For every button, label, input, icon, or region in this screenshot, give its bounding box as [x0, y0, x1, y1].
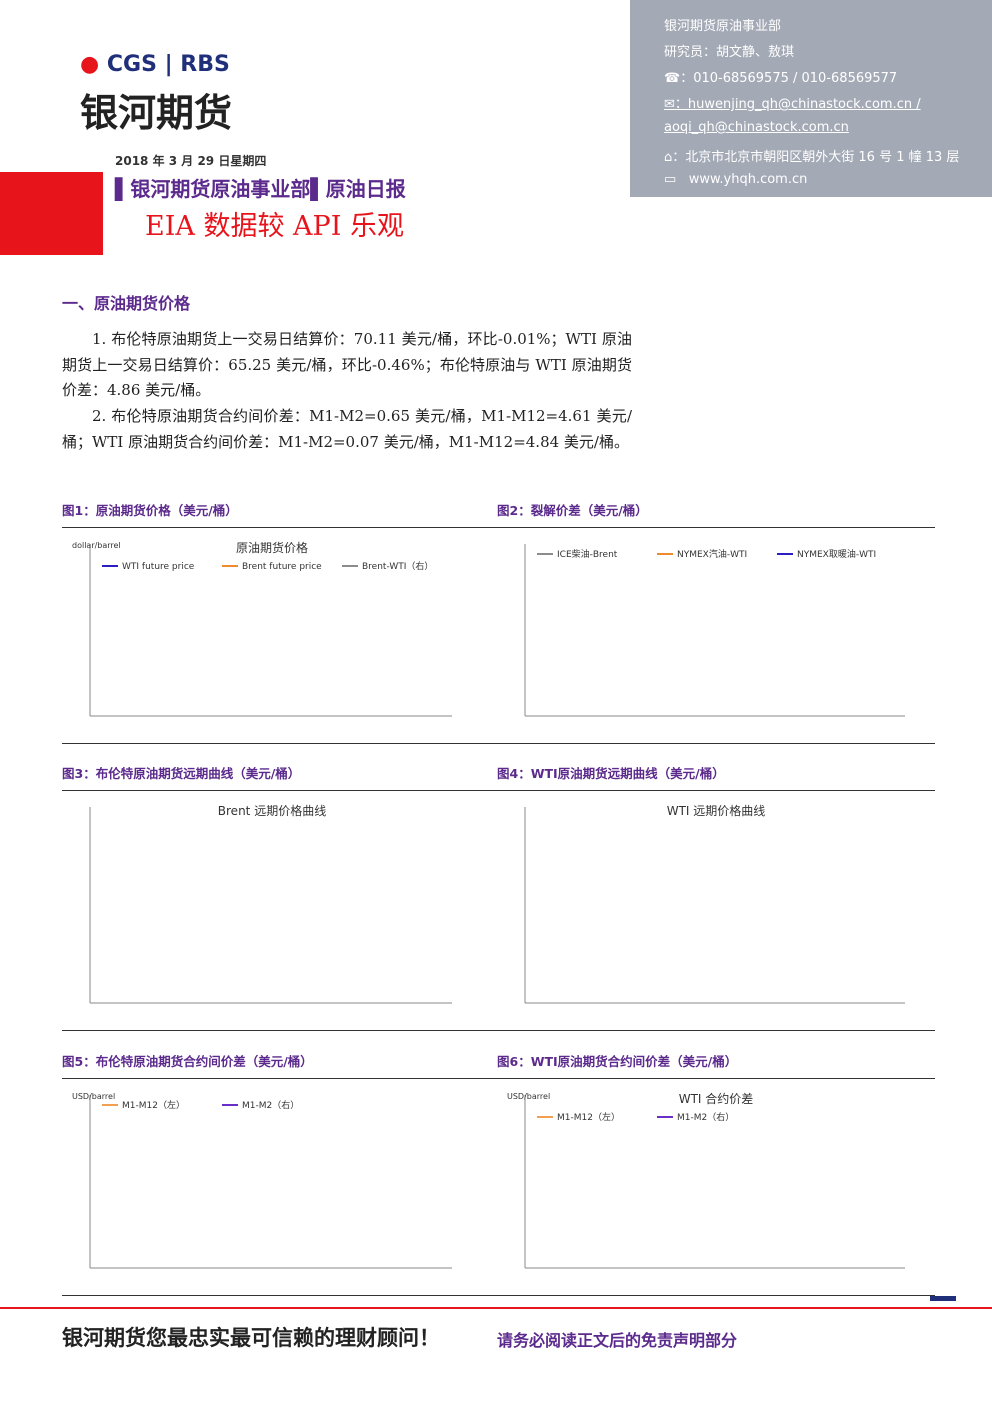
figure-caption: 图2：裂解价差（美元/桶）	[497, 503, 648, 518]
rule	[62, 527, 935, 528]
figure-caption: 图1：原油期货价格（美元/桶）	[62, 503, 238, 518]
disclaimer: 请务必阅读正文后的免责声明部分	[497, 1331, 738, 1350]
logo-partner: RBS	[180, 52, 230, 77]
contact: 银河期货原油事业部	[664, 19, 782, 34]
rule	[62, 1078, 935, 1079]
figure: ICE柴油-Brent NYMEX汽油-WTI NYMEX取暖油-WTI	[524, 544, 905, 717]
slogan: 银河期货您最忠实最可信赖的理财顾问！	[62, 1326, 440, 1350]
legend-label: WTI future price	[122, 562, 195, 572]
legend-label: M1-M12（左）	[122, 1099, 185, 1111]
contact: 研究员：胡文静、敖琪	[664, 45, 795, 60]
figure: 原油期货价格 dollar/barrel WTI future price Brent…	[72, 540, 452, 717]
legend-label: Brent-WTI（右）	[362, 560, 433, 572]
unit-label: USD/barrel	[72, 1092, 115, 1101]
figure-caption: 图4：WTI原油期货远期曲线（美元/桶）	[497, 766, 725, 781]
figure-caption: 图3：布伦特原油期货远期曲线（美元/桶）	[62, 766, 301, 781]
email: aoqi_qh@chinastock.com.cn	[664, 120, 849, 135]
legend-label: ICE柴油-Brent	[557, 548, 618, 560]
paragraph: 2. 布伦特原油期货合约间价差：M1-M2=0.65 美元/桶，M1-M12=4…	[62, 407, 632, 451]
contact: ✉：huwenjing_qh@chinastock.com.cn /	[664, 97, 921, 112]
rule	[62, 790, 935, 791]
red-block	[0, 172, 103, 255]
logo-brand: CGS	[106, 52, 157, 77]
footer-rule	[0, 1307, 992, 1309]
figure: Brent 远期价格曲线	[89, 803, 452, 1004]
unit-label: dollar/barrel	[72, 541, 121, 550]
legend-label: Brent future price	[242, 562, 322, 572]
contact: ⌂：北京市北京市朝阳区朝外大街 16 号 1 幢 13 层	[664, 150, 960, 165]
rule	[62, 1030, 935, 1031]
contact: ☎：010-68569575 / 010-68569577	[664, 71, 898, 86]
contact-box: 银河期货原油事业部 研究员：胡文静、敖琪 ☎：010-68569575 / 01…	[630, 0, 992, 197]
legend-label: NYMEX取暖油-WTI	[797, 548, 876, 560]
chart-title: Brent 远期价格曲线	[218, 803, 326, 818]
legend-label: M1-M2（右）	[242, 1099, 299, 1111]
figure: WTI 合约价差 USD/barrel M1-M12（左） M1-M2（右）	[507, 1091, 905, 1269]
report-title: EIA 数据较 API 乐观	[145, 211, 404, 242]
figure: USD/barrel M1-M12（左） M1-M2（右）	[72, 1092, 452, 1269]
department: ▌银河期货原油事业部▌原油日报	[115, 177, 406, 201]
rule	[62, 743, 935, 744]
section-heading: 一、原油期货价格	[62, 294, 191, 313]
contact: ▭ www.yhqh.com.cn	[664, 172, 808, 187]
date: 2018 年 3 月 29 日星期四	[115, 154, 267, 168]
page-mark	[930, 1296, 956, 1301]
figure-caption: 图5：布伦特原油期货合约间价差（美元/桶）	[62, 1054, 313, 1069]
paragraph: 1. 布伦特原油期货上一交易日结算价：70.11 美元/桶，环比-0.01%；W…	[62, 330, 632, 400]
figure-caption: 图6：WTI原油期货合约间价差（美元/桶）	[497, 1054, 738, 1069]
legend-label: M1-M2（右）	[677, 1111, 734, 1123]
email: ：huwenjing_qh@chinastock.com.cn /	[674, 97, 921, 112]
legend-label: M1-M12（左）	[557, 1111, 620, 1123]
chart-title: WTI 合约价差	[679, 1091, 754, 1106]
legend-label: NYMEX汽油-WTI	[677, 548, 747, 560]
chart-title: WTI 远期价格曲线	[667, 803, 766, 818]
rule	[62, 1295, 935, 1296]
address: ：北京市北京市朝阳区朝外大街 16 号 1 幢 13 层	[672, 150, 960, 165]
website: www.yhqh.com.cn	[688, 172, 808, 187]
unit-label: USD/barrel	[507, 1092, 550, 1101]
phone: ：010-68569575 / 010-68569577	[680, 71, 898, 86]
chart-title: 原油期货价格	[236, 540, 308, 555]
company: 银河期货	[80, 91, 233, 135]
logo: ● CGS | RBS	[80, 52, 230, 77]
figure: WTI 远期价格曲线	[524, 803, 905, 1004]
